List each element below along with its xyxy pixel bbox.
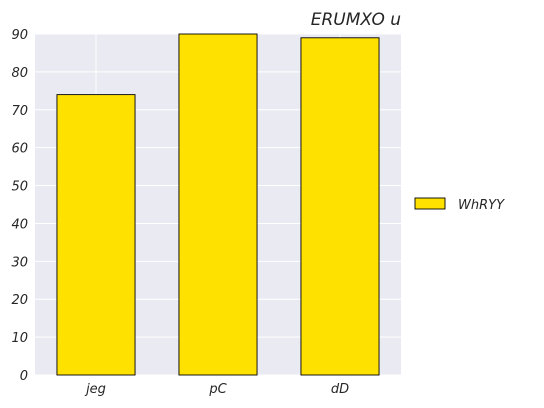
x-tick-label-1: pC [208, 382, 227, 397]
y-tick-label-9: 90 [11, 28, 28, 43]
y-tick-label-1: 10 [11, 331, 28, 346]
bar-dD [300, 37, 380, 376]
y-tick-label-6: 60 [11, 142, 28, 157]
y-tick-label-2: 20 [11, 293, 28, 308]
y-tick-label-5: 50 [11, 180, 28, 195]
y-tick-label-7: 70 [11, 104, 28, 119]
y-axis-ticks: 0 10 20 30 40 50 60 70 80 90 [11, 28, 28, 384]
legend-swatch [414, 197, 446, 210]
x-tick-label-2: dD [331, 382, 349, 397]
bar-pC [178, 33, 258, 376]
legend: WhRYY [414, 197, 505, 213]
y-tick-label-3: 30 [11, 255, 28, 270]
y-tick-label-0: 0 [20, 369, 28, 384]
legend-label: WhRYY [458, 198, 505, 213]
bar-jeg [56, 94, 136, 376]
y-tick-label-8: 80 [11, 66, 28, 81]
x-axis-ticks: jeg pC dD [84, 382, 349, 397]
bars [56, 33, 380, 376]
x-tick-label-0: jeg [84, 382, 106, 397]
y-tick-label-4: 40 [11, 217, 28, 232]
chart-title: ERUMXO u [311, 10, 401, 30]
